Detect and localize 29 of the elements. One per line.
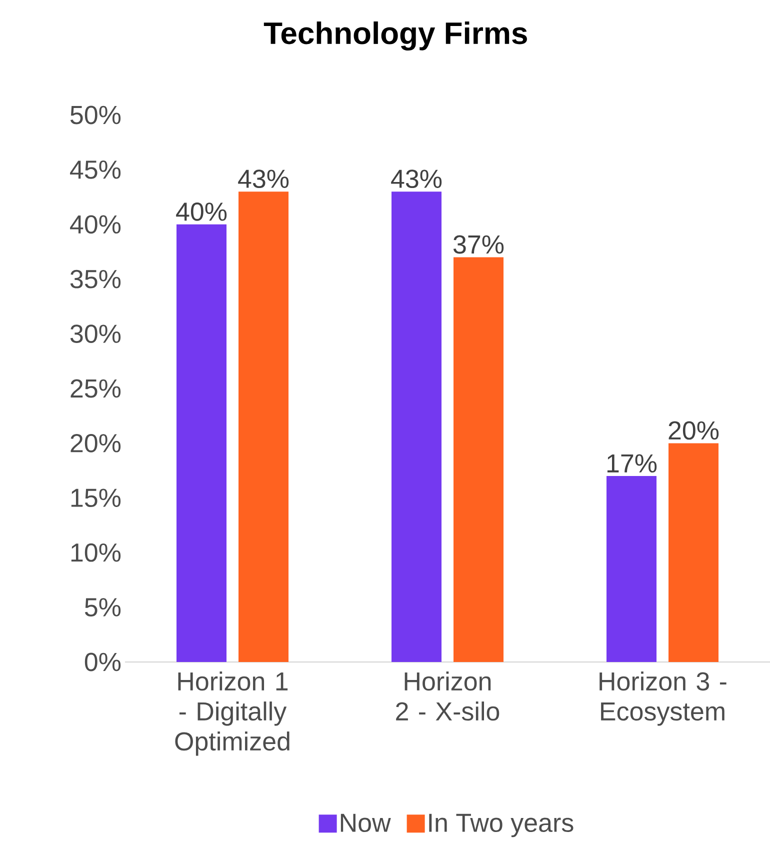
y-tick-label: 30% xyxy=(70,324,121,343)
bar xyxy=(454,257,504,662)
x-tick-label: Horizon 3 - Ecosystem xyxy=(600,672,726,726)
bar xyxy=(392,192,442,662)
x-tick-label: Horizon 2 - X-silo xyxy=(396,672,500,721)
legend-label: In Two years xyxy=(429,814,574,838)
data-label: 37% xyxy=(453,235,504,254)
y-tick-label: 40% xyxy=(70,215,121,234)
data-label: 43% xyxy=(391,170,442,188)
data-label: 43% xyxy=(238,170,289,188)
bar xyxy=(606,476,657,662)
bar xyxy=(238,192,289,662)
y-tick-label: 25% xyxy=(70,379,121,398)
y-tick-label: 50% xyxy=(70,106,121,124)
y-tick-label: 5% xyxy=(84,598,121,616)
bar xyxy=(668,443,719,662)
chart-title: Technology Firms xyxy=(264,21,527,50)
x-tick-label: Horizon 1 - Digitally Optimized xyxy=(175,672,290,756)
legend-label: Now xyxy=(340,814,391,832)
bar xyxy=(176,224,226,662)
y-tick-label: 20% xyxy=(70,434,121,452)
y-tick-label: 10% xyxy=(71,543,121,562)
y-tick-label: 0% xyxy=(84,652,121,672)
data-label: 20% xyxy=(668,421,719,440)
data-label: 40% xyxy=(176,202,227,221)
y-tick-label: 35% xyxy=(70,270,121,288)
y-tick-label: 15% xyxy=(71,488,121,508)
y-tick-label: 45% xyxy=(70,160,121,179)
data-label: 17% xyxy=(607,454,657,472)
